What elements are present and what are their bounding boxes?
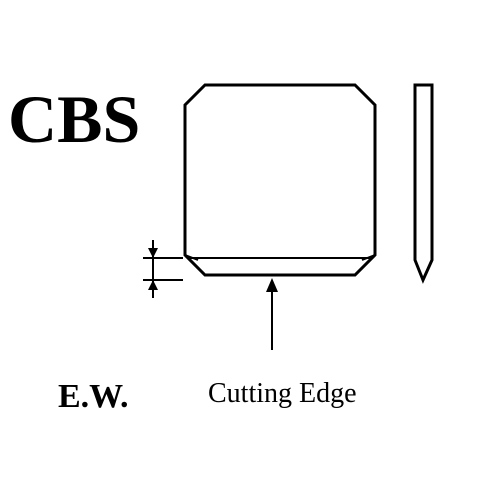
insert-top-view [185, 85, 375, 275]
diagram-canvas: CBS E.W. Cutting Edge [0, 0, 500, 500]
cutting-edge-arrowhead [266, 278, 278, 292]
diagram-svg [0, 0, 500, 500]
ew-arrow-top [148, 248, 158, 258]
ew-arrow-bottom [148, 280, 158, 290]
insert-side-profile [415, 85, 432, 280]
